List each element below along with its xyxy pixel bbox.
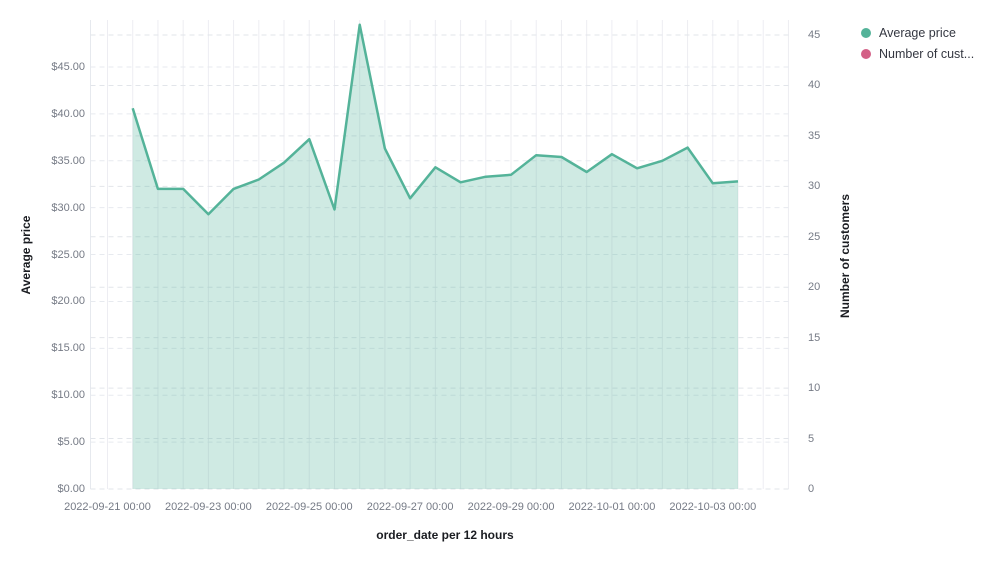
y-axis-title-right: Number of customers xyxy=(838,193,852,319)
y-axis-tick-label-right: 30 xyxy=(808,180,821,193)
x-axis-title: order_date per 12 hours xyxy=(376,528,514,542)
x-axis-tick-label: 2022-09-27 00:00 xyxy=(366,501,454,513)
y-axis-tick-label-right: 20 xyxy=(808,281,821,294)
x-axis-tick-label: 2022-09-29 00:00 xyxy=(467,501,555,513)
legend-item-label: Average price xyxy=(879,25,956,40)
y-axis-tick-label-left: $10.00 xyxy=(51,389,85,402)
y-axis-tick-label-left: $25.00 xyxy=(51,248,85,261)
legend-color-dot-icon xyxy=(861,27,871,38)
y-axis-tick-label-right: 10 xyxy=(808,382,821,395)
chart-legend: Average price Number of cust... xyxy=(861,22,974,64)
average-price-area-fill xyxy=(132,24,738,490)
y-axis-tick-label-right: 40 xyxy=(808,79,821,92)
legend-item-average-price[interactable]: Average price xyxy=(861,22,974,43)
y-axis-tick-label-left: $5.00 xyxy=(57,436,85,449)
x-axis-tick-label: 2022-09-25 00:00 xyxy=(265,501,353,513)
legend-color-dot-icon xyxy=(861,48,871,59)
legend-item-number-of-customers[interactable]: Number of cust... xyxy=(861,43,974,64)
x-axis-tick-label: 2022-09-21 00:00 xyxy=(64,501,151,513)
y-axis-tick-label-left: $20.00 xyxy=(51,295,85,308)
y-axis-tick-label-left: $0.00 xyxy=(57,483,85,495)
y-axis-tick-label-right: 45 xyxy=(808,29,821,41)
y-axis-tick-label-right: 35 xyxy=(808,129,821,142)
y-axis-tick-label-right: 0 xyxy=(808,483,815,495)
y-axis-tick-label-right: 5 xyxy=(808,432,815,445)
y-axis-tick-label-right: 25 xyxy=(808,230,821,243)
y-axis-tick-label-left: $35.00 xyxy=(51,154,85,167)
y-axis-tick-label-left: $30.00 xyxy=(51,201,85,214)
y-axis-tick-label-right: 15 xyxy=(808,331,821,344)
x-axis-tick-label: 2022-10-03 00:00 xyxy=(669,501,757,513)
x-axis-tick-label: 2022-09-23 00:00 xyxy=(164,501,252,513)
y-axis-tick-label-left: $40.00 xyxy=(51,107,85,120)
y-axis-tick-label-left: $15.00 xyxy=(51,342,85,355)
x-axis-tick-label: 2022-10-01 00:00 xyxy=(568,501,656,513)
y-axis-tick-label-left: $45.00 xyxy=(51,61,85,73)
legend-item-label: Number of cust... xyxy=(879,46,975,61)
average-price-line xyxy=(131,23,739,216)
